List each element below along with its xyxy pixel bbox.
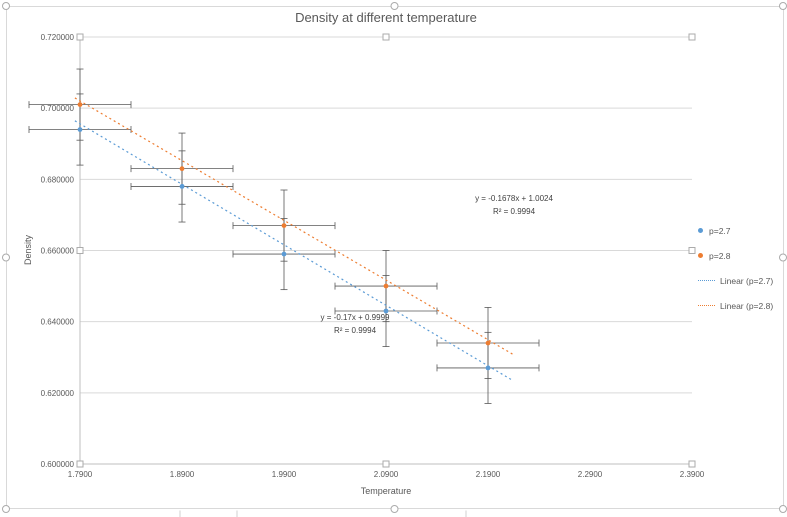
series-points-p=2.7[interactable] xyxy=(77,127,491,371)
data-point[interactable] xyxy=(383,283,389,289)
data-point[interactable] xyxy=(77,102,83,108)
x-axis-tick-labels[interactable]: 1.7900 1.8900 1.9900 2.0900 2.1900 2.2900 2.39… xyxy=(68,470,705,479)
legend-item-label: Linear (p=2.7) xyxy=(720,275,774,286)
resize-handle[interactable] xyxy=(779,505,787,513)
plot-area-handles xyxy=(76,33,696,468)
legend-marker-dot-icon xyxy=(698,253,703,258)
legend-item-label: Linear (p=2.8) xyxy=(720,300,774,311)
resize-handle[interactable] xyxy=(76,33,84,41)
legend-marker-dot-icon xyxy=(698,228,703,233)
y-axis-title[interactable]: Density xyxy=(23,234,33,266)
data-point[interactable] xyxy=(179,166,185,172)
resize-handle[interactable] xyxy=(688,247,696,254)
x-tick-label: 1.9900 xyxy=(272,470,297,479)
legend-item-label: p=2.7 xyxy=(709,225,731,236)
chart-legend: p=2.7 p=2.8 Linear (p=2.7) Linear (p=2.8) xyxy=(698,224,773,324)
x-tick-label: 1.8900 xyxy=(170,470,195,479)
resize-handle[interactable] xyxy=(688,460,696,468)
resize-handle[interactable] xyxy=(390,505,399,513)
trendline-r-squared: R² = 0.9994 xyxy=(333,326,377,335)
x-tick-label: 2.2900 xyxy=(578,470,603,479)
legend-item-linear-p-2.8-[interactable]: Linear (p=2.8) xyxy=(698,299,773,312)
resize-handle[interactable] xyxy=(2,505,10,513)
resize-handle[interactable] xyxy=(382,33,390,41)
resize-handle[interactable] xyxy=(382,460,390,468)
y-tick-label: 0.680000 xyxy=(41,175,75,184)
trendline-label-p2.7[interactable]: y = -0.17x + 0.9999 R² = 0.9994 xyxy=(293,311,417,337)
legend-item-label: p=2.8 xyxy=(709,250,731,261)
data-point[interactable] xyxy=(383,308,389,314)
series-points-p=2.8[interactable] xyxy=(77,102,491,346)
x-tick-label: 2.1900 xyxy=(476,470,501,479)
legend-marker-dotted-line-icon xyxy=(698,280,715,281)
legend-item-p-2.8[interactable]: p=2.8 xyxy=(698,249,773,262)
data-point[interactable] xyxy=(281,223,287,228)
resize-handle[interactable] xyxy=(688,33,696,41)
resize-handle[interactable] xyxy=(779,2,787,10)
resize-handle[interactable] xyxy=(76,247,84,254)
legend-marker-dotted-line-icon xyxy=(698,305,715,306)
trendline-equation: y = -0.17x + 0.9999 xyxy=(320,313,390,322)
x-tick-label: 2.3900 xyxy=(680,470,705,479)
data-point[interactable] xyxy=(179,184,185,189)
x-axis-title[interactable]: Temperature xyxy=(360,486,412,496)
resize-handle[interactable] xyxy=(2,2,10,10)
chart-title[interactable]: Density at different temperature xyxy=(295,10,477,25)
data-point[interactable] xyxy=(77,127,83,132)
data-point[interactable] xyxy=(281,251,287,257)
resize-handle[interactable] xyxy=(390,2,399,10)
legend-item-linear-p-2.7-[interactable]: Linear (p=2.7) xyxy=(698,274,773,287)
resize-handle[interactable] xyxy=(2,253,10,262)
y-tick-label: 0.660000 xyxy=(41,247,75,256)
resize-handle[interactable] xyxy=(76,460,84,468)
data-point[interactable] xyxy=(485,365,491,371)
x-tick-label: 1.7900 xyxy=(68,470,93,479)
worksheet-gridline-ticks xyxy=(179,510,467,517)
y-tick-label: 0.720000 xyxy=(41,33,75,42)
legend-item-p-2.7[interactable]: p=2.7 xyxy=(698,224,773,237)
trendline-equation: y = -0.1678x + 1.0024 xyxy=(475,194,553,203)
y-tick-label: 0.620000 xyxy=(41,389,75,398)
y-axis-tick-labels[interactable]: 0.600000 0.620000 0.640000 0.660000 0.680000… xyxy=(41,33,75,469)
y-tick-label: 0.700000 xyxy=(41,104,75,113)
data-point[interactable] xyxy=(485,340,491,346)
x-tick-label: 2.0900 xyxy=(374,470,399,479)
y-tick-label: 0.600000 xyxy=(41,460,75,469)
chart-frame-border xyxy=(6,6,784,509)
resize-handle[interactable] xyxy=(779,253,787,262)
trendline-r-squared: R² = 0.9994 xyxy=(492,207,536,216)
y-tick-label: 0.640000 xyxy=(41,318,75,327)
trendline-label-p2.8[interactable]: y = -0.1678x + 1.0024 R² = 0.9994 xyxy=(449,192,579,218)
